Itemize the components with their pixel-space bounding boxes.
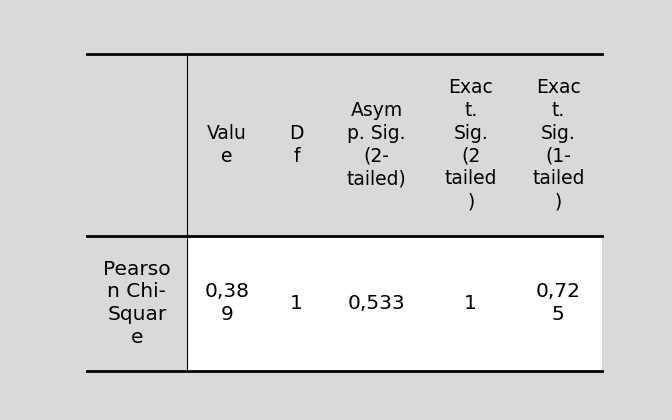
Bar [87,236,187,370]
Text: Exac
t.
Sig.
(2
tailed
): Exac t. Sig. (2 tailed ) [444,79,497,211]
Text: 0,72
5: 0,72 5 [536,282,581,324]
Text: Valu
e: Valu e [207,124,247,165]
Text: Pearso
n Chi-
Squar
e: Pearso n Chi- Squar e [103,260,171,347]
Bar [187,236,602,370]
Text: Exac
t.
Sig.
(1-
tailed
): Exac t. Sig. (1- tailed ) [532,79,585,211]
Text: Asym
p. Sig.
(2-
tailed): Asym p. Sig. (2- tailed) [347,101,407,189]
Text: 1: 1 [290,294,303,313]
Text: 0,38
9: 0,38 9 [204,282,249,324]
Text: D
f: D f [290,124,304,165]
Bar [87,54,602,236]
Text: 0,533: 0,533 [348,294,405,313]
Text: 1: 1 [464,294,477,313]
